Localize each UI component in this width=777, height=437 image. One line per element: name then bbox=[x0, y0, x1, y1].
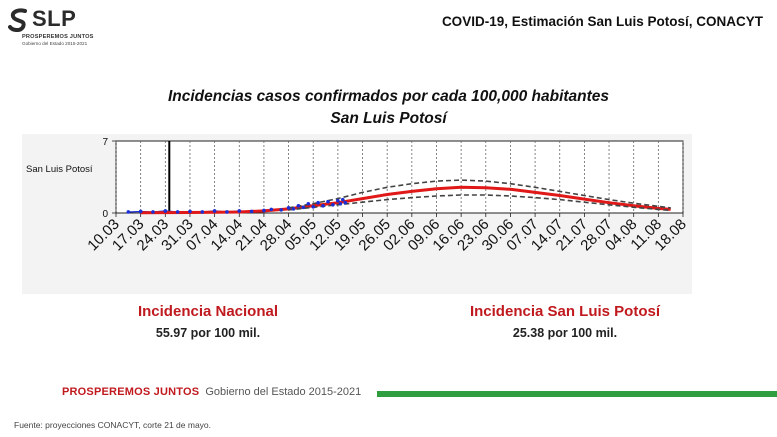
observed-point bbox=[175, 210, 180, 214]
observed-point bbox=[296, 204, 301, 208]
slp-logo-icon bbox=[8, 8, 27, 32]
observed-point bbox=[311, 205, 316, 209]
observed-point bbox=[343, 200, 348, 205]
logo-tagline: PROSPEREMOS JUNTOS bbox=[22, 34, 94, 40]
slp-logo: SLP PROSPEREMOS JUNTOS Gobierno del Esta… bbox=[8, 6, 108, 48]
observed-point bbox=[249, 209, 254, 214]
observed-point bbox=[212, 209, 217, 213]
logo-word: SLP bbox=[32, 6, 77, 31]
national-incidence-label: Incidencia Nacional bbox=[137, 303, 279, 320]
observed-point bbox=[279, 208, 283, 212]
observed-point bbox=[301, 205, 306, 210]
y-tick-label: 7 bbox=[102, 137, 108, 148]
observed-point bbox=[269, 207, 274, 212]
slp-incidence-value: 25.38 por 100 mil. bbox=[512, 326, 618, 340]
footer-government: Gobierno del Estado 2015-2021 bbox=[205, 386, 362, 398]
observed-point bbox=[316, 200, 320, 205]
observed-point bbox=[326, 199, 330, 204]
page-title: COVID-19, Estimación San Luis Potosí, CO… bbox=[441, 14, 763, 29]
chart-title-line1: Incidencias casos confirmados por cada 1… bbox=[167, 88, 610, 105]
observed-point bbox=[237, 209, 242, 213]
observed-point bbox=[200, 210, 205, 214]
observed-point bbox=[163, 209, 168, 213]
observed-point bbox=[306, 201, 311, 206]
observed-point bbox=[321, 204, 325, 208]
observed-point bbox=[126, 210, 131, 214]
observed-point bbox=[151, 210, 155, 214]
footer-tagline: PROSPEREMOS JUNTOS bbox=[62, 386, 200, 398]
national-incidence-value: 55.97 por 100 mil. bbox=[155, 326, 261, 340]
observed-point bbox=[291, 207, 296, 211]
observed-point bbox=[262, 208, 266, 213]
observed-point bbox=[331, 202, 335, 207]
observed-point bbox=[225, 210, 229, 214]
incidence-chart: 10.0317.0324.0331.0307.0414.0421.0428.04… bbox=[26, 137, 690, 254]
source-note: Fuente: proyecciones CONACYT, corte 21 d… bbox=[14, 420, 212, 430]
observed-point bbox=[341, 197, 345, 202]
series-upper-bound-line bbox=[288, 179, 671, 209]
footer-accent-bar bbox=[377, 391, 777, 397]
y-axis-label: San Luis Potosí bbox=[26, 164, 93, 175]
observed-point bbox=[336, 198, 340, 203]
observed-point bbox=[338, 201, 343, 206]
observed-point bbox=[138, 209, 143, 214]
slp-incidence-label: Incidencia San Luis Potosí bbox=[469, 303, 661, 320]
y-tick-label: 0 bbox=[102, 209, 108, 220]
observed-point bbox=[286, 206, 291, 210]
footer-brand: PROSPEREMOS JUNTOS Gobierno del Estado 2… bbox=[62, 386, 361, 398]
chart-title: Incidencias casos confirmados por cada 1… bbox=[0, 86, 777, 130]
observed-point bbox=[188, 209, 192, 214]
series-lower-bound-line bbox=[288, 194, 671, 212]
logo-subtitle: Gobierno del Estado 2015-2021 bbox=[22, 41, 88, 46]
chart-title-line2: San Luis Potosí bbox=[330, 110, 447, 127]
